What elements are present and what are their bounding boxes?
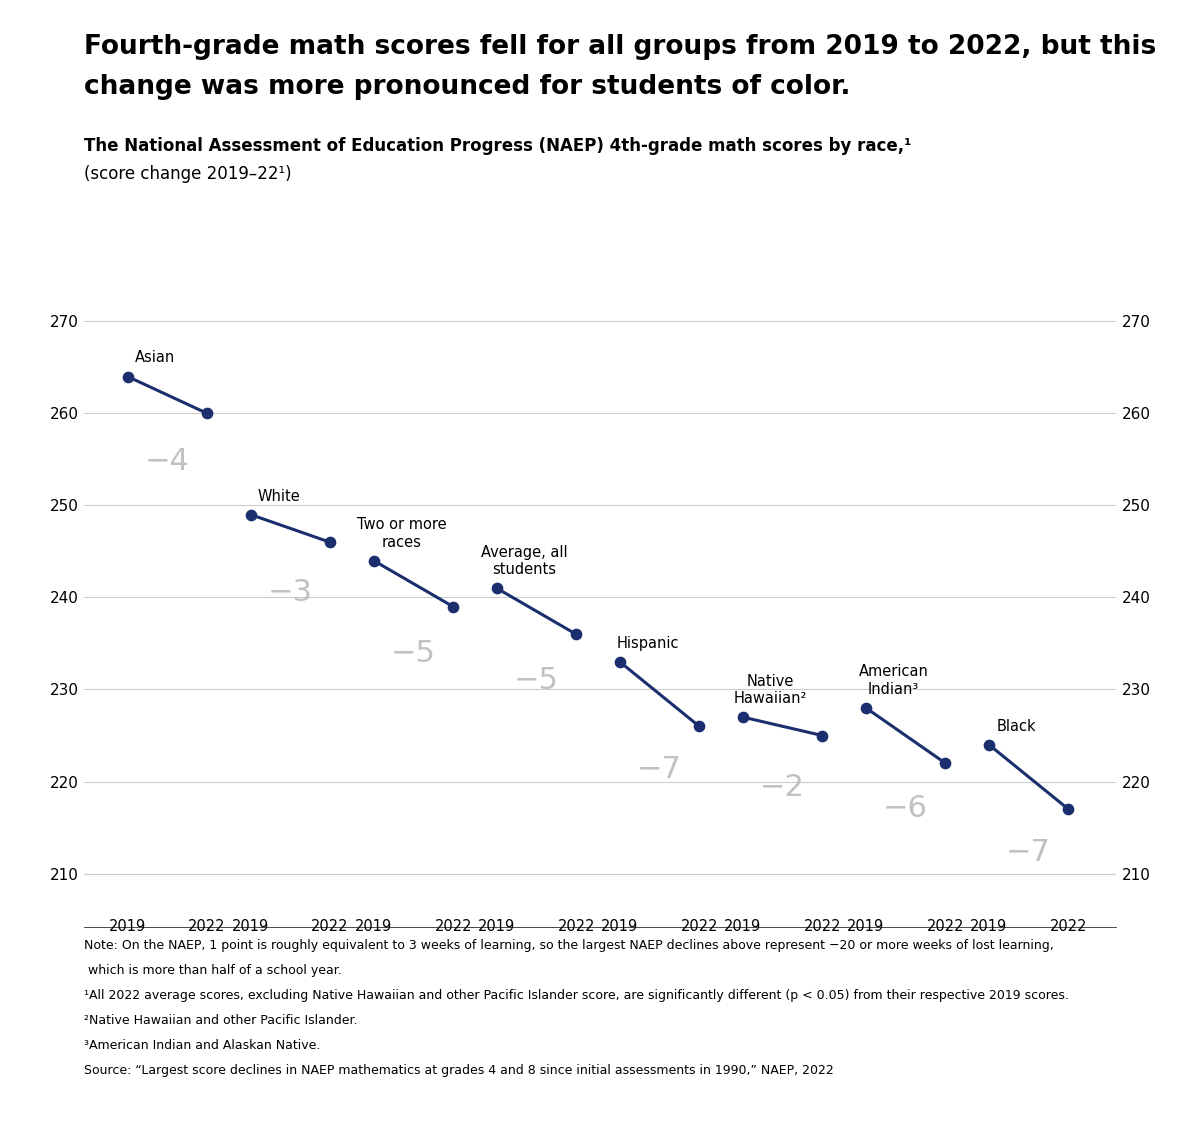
Text: −7: −7 [637,754,682,784]
Text: −5: −5 [391,638,436,668]
Text: −6: −6 [883,793,928,823]
Text: Two or more
races: Two or more races [356,517,446,550]
Point [812,726,832,744]
Text: The National Assessment of Education Progress (NAEP) 4th-grade math scores by ra: The National Assessment of Education Pro… [84,137,911,155]
Point [198,404,217,422]
Text: ³American Indian and Alaskan Native.: ³American Indian and Alaskan Native. [84,1039,320,1052]
Text: Source: “Largest score declines in NAEP mathematics at grades 4 and 8 since init: Source: “Largest score declines in NAEP … [84,1064,834,1077]
Point [364,552,383,570]
Text: (score change 2019–22¹): (score change 2019–22¹) [84,165,292,183]
Point [690,717,709,735]
Text: −5: −5 [514,667,559,695]
Point [611,653,630,671]
Text: Note: On the NAEP, 1 point is roughly equivalent to 3 weeks of learning, so the : Note: On the NAEP, 1 point is roughly eq… [84,939,1054,951]
Text: ¹All 2022 average scores, excluding Native Hawaiian and other Pacific Islander s: ¹All 2022 average scores, excluding Nati… [84,989,1069,1001]
Text: change was more pronounced for students of color.: change was more pronounced for students … [84,74,851,100]
Text: −3: −3 [268,578,313,607]
Point [733,708,752,726]
Point [566,625,586,643]
Point [936,754,955,773]
Point [320,533,340,551]
Text: Hispanic: Hispanic [617,636,679,651]
Point [118,368,137,386]
Text: White: White [257,488,300,504]
Text: −7: −7 [1007,838,1051,867]
Text: American
Indian³: American Indian³ [859,665,929,696]
Text: ²Native Hawaiian and other Pacific Islander.: ²Native Hawaiian and other Pacific Islan… [84,1014,358,1026]
Text: which is more than half of a school year.: which is more than half of a school year… [84,964,342,976]
Text: Average, all
students: Average, all students [481,545,568,577]
Point [241,505,260,523]
Text: Native
Hawaiian²: Native Hawaiian² [734,674,808,706]
Text: −4: −4 [145,447,190,477]
Point [487,579,506,597]
Point [979,735,998,753]
Point [857,699,876,717]
Text: Black: Black [997,719,1037,734]
Point [444,597,463,616]
Point [1058,800,1078,818]
Text: Asian: Asian [136,351,175,365]
Text: −2: −2 [760,773,805,802]
Text: Fourth-grade math scores fell for all groups from 2019 to 2022, but this: Fourth-grade math scores fell for all gr… [84,34,1157,60]
